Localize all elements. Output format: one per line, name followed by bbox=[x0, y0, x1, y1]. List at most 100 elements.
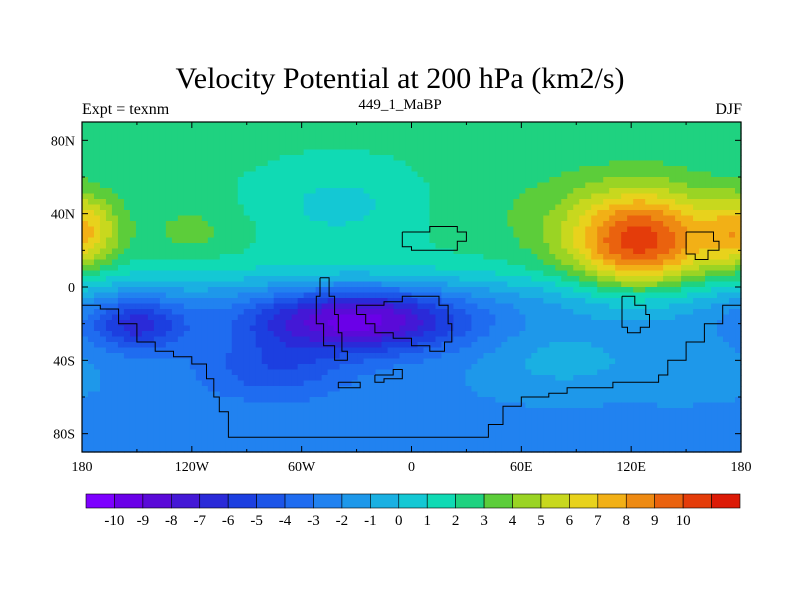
field-cell bbox=[291, 358, 299, 365]
field-cell bbox=[249, 369, 257, 376]
field-cell bbox=[429, 160, 437, 167]
field-cell bbox=[207, 298, 215, 305]
field-cell bbox=[297, 127, 305, 134]
field-cell bbox=[261, 320, 269, 327]
field-cell bbox=[393, 281, 401, 288]
field-cell bbox=[327, 149, 335, 156]
field-cell bbox=[567, 325, 574, 332]
field-cell bbox=[723, 353, 730, 360]
field-cell bbox=[183, 171, 191, 178]
field-cell bbox=[381, 155, 389, 162]
field-cell bbox=[483, 254, 490, 261]
field-cell bbox=[669, 353, 676, 360]
field-cell bbox=[321, 215, 329, 222]
field-cell bbox=[321, 358, 329, 365]
field-cell bbox=[597, 314, 604, 321]
field-cell bbox=[513, 155, 520, 162]
field-cell bbox=[549, 287, 556, 294]
field-cell bbox=[603, 292, 610, 299]
field-cell bbox=[123, 287, 131, 294]
field-cell bbox=[273, 188, 281, 195]
field-cell bbox=[237, 144, 245, 151]
field-cell bbox=[255, 221, 263, 228]
field-cell bbox=[681, 210, 688, 217]
field-cell bbox=[82, 237, 89, 244]
field-cell bbox=[141, 254, 149, 261]
field-cell bbox=[207, 226, 215, 233]
field-cell bbox=[507, 248, 514, 255]
field-cell bbox=[207, 320, 215, 327]
field-cell bbox=[123, 221, 131, 228]
field-cell bbox=[423, 133, 431, 140]
field-cell bbox=[507, 133, 514, 140]
field-cell bbox=[405, 177, 413, 184]
field-cell bbox=[225, 320, 233, 327]
field-cell bbox=[435, 188, 443, 195]
field-cell bbox=[243, 259, 251, 266]
field-cell bbox=[459, 127, 467, 134]
field-cell bbox=[501, 237, 508, 244]
field-cell bbox=[225, 122, 233, 129]
field-cell bbox=[237, 237, 245, 244]
field-cell bbox=[315, 232, 323, 239]
field-cell bbox=[129, 364, 137, 371]
field-cell bbox=[579, 292, 586, 299]
field-cell bbox=[147, 210, 155, 217]
field-cell bbox=[693, 248, 700, 255]
field-cell bbox=[525, 232, 532, 239]
field-cell bbox=[573, 320, 580, 327]
field-cell bbox=[537, 248, 544, 255]
field-cell bbox=[477, 215, 484, 222]
field-cell bbox=[183, 364, 191, 371]
field-cell bbox=[363, 309, 371, 316]
field-cell bbox=[729, 259, 736, 266]
field-cell bbox=[213, 320, 221, 327]
field-cell bbox=[381, 226, 389, 233]
field-cell bbox=[273, 144, 281, 151]
field-cell bbox=[387, 287, 395, 294]
field-cell bbox=[393, 138, 401, 145]
field-cell bbox=[693, 243, 700, 250]
field-cell bbox=[639, 265, 646, 272]
field-cell bbox=[729, 138, 736, 145]
field-cell bbox=[591, 144, 598, 151]
field-cell bbox=[117, 270, 125, 277]
field-cell bbox=[633, 221, 640, 228]
field-cell bbox=[231, 342, 239, 349]
field-cell bbox=[573, 292, 580, 299]
field-cell bbox=[99, 127, 107, 134]
field-cell bbox=[705, 232, 712, 239]
field-cell bbox=[363, 237, 371, 244]
field-cell bbox=[195, 188, 203, 195]
field-cell bbox=[237, 160, 245, 167]
field-cell bbox=[345, 243, 353, 250]
field-cell bbox=[135, 265, 143, 272]
field-cell bbox=[477, 221, 484, 228]
field-cell bbox=[321, 364, 329, 371]
field-cell bbox=[723, 182, 730, 189]
field-cell bbox=[303, 160, 311, 167]
field-cell bbox=[231, 160, 239, 167]
field-cell bbox=[537, 204, 544, 211]
field-cell bbox=[99, 270, 107, 277]
field-cell bbox=[699, 182, 706, 189]
field-cell bbox=[249, 160, 257, 167]
field-cell bbox=[183, 298, 191, 305]
field-cell bbox=[639, 204, 646, 211]
field-cell bbox=[243, 342, 251, 349]
field-cell bbox=[723, 193, 730, 200]
field-cell bbox=[171, 276, 179, 283]
field-cell bbox=[633, 226, 640, 233]
field-cell bbox=[315, 182, 323, 189]
field-cell bbox=[429, 347, 437, 354]
field-cell bbox=[129, 182, 137, 189]
field-cell bbox=[423, 138, 431, 145]
field-cell bbox=[639, 149, 646, 156]
field-cell bbox=[207, 347, 215, 354]
field-cell bbox=[717, 281, 724, 288]
field-cell bbox=[327, 254, 335, 261]
field-cell bbox=[687, 342, 694, 349]
field-cell bbox=[231, 193, 239, 200]
field-cell bbox=[357, 149, 365, 156]
field-cell bbox=[261, 248, 269, 255]
